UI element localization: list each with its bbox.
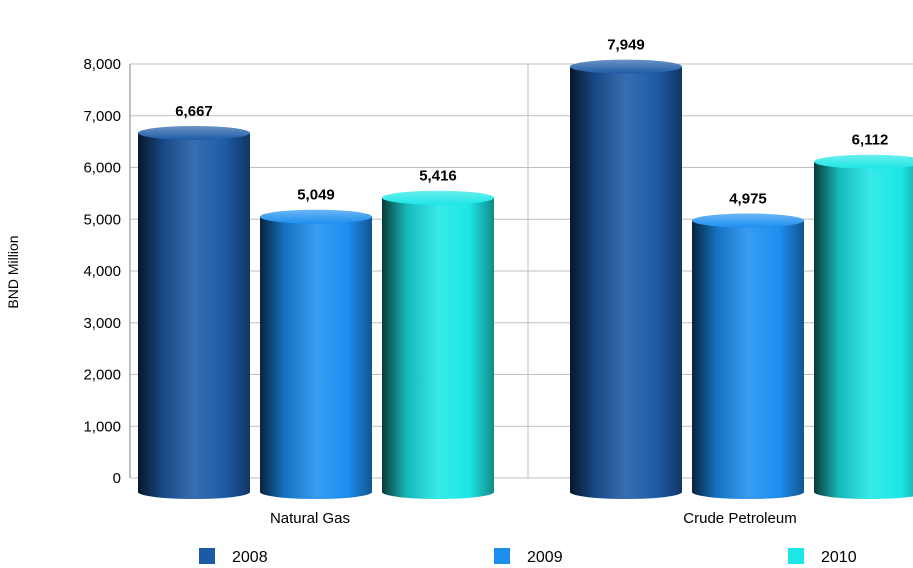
bars bbox=[138, 59, 913, 500]
y-axis: 0 1,000 2,000 3,000 4,000 5,000 6,000 7,000 8,00… bbox=[83, 56, 131, 487]
legend-item: 2010 bbox=[788, 548, 857, 566]
legend-swatch bbox=[494, 548, 510, 564]
data-labels: 6,667 5,049 5,416 7,949 4,975 6,112 bbox=[175, 37, 888, 208]
data-label: 4,975 bbox=[729, 191, 767, 208]
bar bbox=[692, 213, 804, 499]
y-tick-label: 6,000 bbox=[83, 160, 121, 177]
data-label: 6,112 bbox=[852, 132, 889, 149]
data-label: 6,667 bbox=[175, 103, 213, 120]
legend-item: 2008 bbox=[199, 548, 268, 566]
bar bbox=[138, 125, 250, 499]
legend-label: 2010 bbox=[821, 549, 857, 566]
y-tick-label: 2,000 bbox=[83, 367, 121, 384]
legend-label: 2008 bbox=[232, 549, 268, 566]
y-tick-label: 8,000 bbox=[83, 56, 121, 73]
data-label: 7,949 bbox=[607, 37, 645, 54]
y-tick-label: 1,000 bbox=[83, 418, 121, 435]
legend: 2008 2009 2010 bbox=[199, 548, 857, 566]
bar bbox=[814, 154, 913, 499]
category-label: Crude Petroleum bbox=[683, 510, 796, 527]
legend-swatch bbox=[199, 548, 215, 564]
y-tick-label: 7,000 bbox=[83, 108, 121, 125]
category-label: Natural Gas bbox=[270, 510, 350, 527]
legend-item: 2009 bbox=[494, 548, 563, 566]
y-axis-title: BND Million bbox=[5, 235, 21, 308]
bar bbox=[382, 190, 494, 500]
legend-label: 2009 bbox=[527, 549, 563, 566]
bar bbox=[260, 209, 372, 500]
y-tick-label: 4,000 bbox=[83, 263, 121, 280]
legend-swatch bbox=[788, 548, 804, 564]
y-tick-label: 5,000 bbox=[83, 211, 121, 228]
y-tick-label: 0 bbox=[113, 470, 121, 487]
data-label: 5,416 bbox=[419, 168, 457, 185]
bar bbox=[570, 59, 682, 499]
data-label: 5,049 bbox=[297, 187, 335, 204]
category-labels: Natural Gas Crude Petroleum bbox=[270, 510, 797, 527]
y-tick-label: 3,000 bbox=[83, 315, 121, 332]
